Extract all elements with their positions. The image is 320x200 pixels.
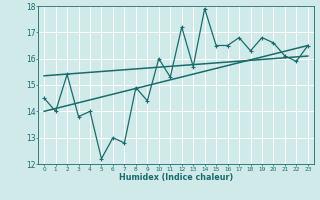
X-axis label: Humidex (Indice chaleur): Humidex (Indice chaleur) (119, 173, 233, 182)
